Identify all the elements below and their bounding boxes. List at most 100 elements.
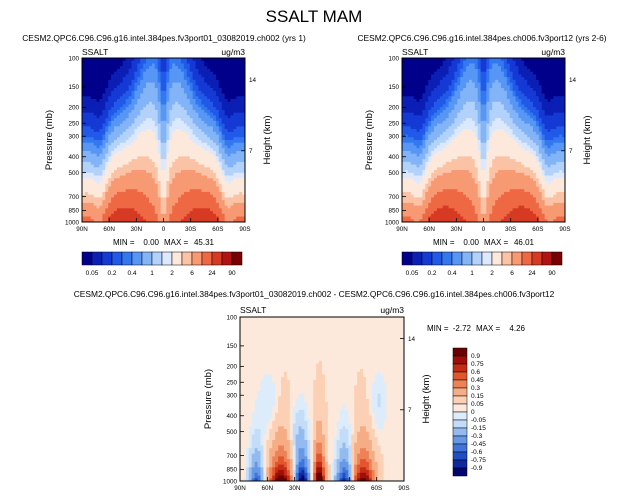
- contour-cell: [116, 123, 121, 127]
- contour-cell: [227, 161, 231, 165]
- contour-cell: [116, 167, 121, 171]
- contour-cell: [195, 159, 199, 163]
- contour-cell: [160, 159, 164, 163]
- contour-cell: [146, 202, 150, 206]
- contour-cell: [146, 148, 150, 152]
- contour-cell: [169, 134, 173, 138]
- contour-cell: [154, 134, 159, 138]
- contour-cell: [125, 74, 129, 78]
- contour-cell: [535, 66, 540, 70]
- contour-cell: [239, 216, 243, 220]
- contour-cell: [151, 79, 156, 83]
- contour-cell: [169, 159, 173, 163]
- contour-cell: [166, 156, 170, 160]
- contour-cell: [454, 126, 458, 130]
- contour-cell: [87, 74, 92, 78]
- contour-cell: [212, 104, 217, 108]
- contour-cell: [503, 88, 508, 92]
- contour-cell: [410, 58, 415, 62]
- contour-cell: [402, 126, 406, 130]
- contour-cell: [102, 181, 106, 185]
- contour-cell: [483, 109, 487, 114]
- contour-cell: [404, 66, 409, 70]
- contour-cell: [492, 99, 496, 103]
- contour-cell: [82, 156, 86, 160]
- contour-cell: [90, 170, 95, 174]
- contour-cell: [183, 118, 188, 122]
- contour-cell: [466, 120, 470, 124]
- contour-cell: [544, 93, 548, 97]
- contour-cell: [422, 74, 426, 78]
- contour-cell: [108, 68, 112, 73]
- contour-cell: [434, 82, 438, 86]
- contour-cell: [105, 85, 109, 89]
- contour-cell: [157, 66, 161, 70]
- contour-cell: [143, 161, 147, 165]
- contour-cell: [442, 101, 447, 105]
- contour-cell: [84, 205, 89, 209]
- contour-cell: [192, 107, 196, 111]
- contour-cell: [90, 148, 95, 152]
- contour-cell: [410, 115, 415, 119]
- contour-cell: [102, 183, 106, 187]
- contour-cell: [111, 181, 115, 185]
- contour-cell: [146, 175, 150, 179]
- contour-cell: [230, 153, 234, 157]
- panel-top-left: CESM2.QPC6.C96.C96.g16.intel.384pes.fv3p…: [22, 33, 306, 277]
- contour-cell: [195, 82, 199, 86]
- contour-cell: [207, 140, 211, 144]
- contour-cell: [556, 96, 560, 100]
- contour-cell: [436, 115, 441, 119]
- contour-cell: [457, 90, 461, 94]
- contour-cell: [207, 82, 211, 86]
- contour-cell: [224, 123, 228, 127]
- contour-cell: [221, 175, 226, 179]
- contour-cell: [210, 164, 214, 168]
- contour-cell: [160, 68, 164, 73]
- contour-cell: [96, 129, 100, 133]
- contour-cell: [442, 63, 447, 67]
- contour-cell: [172, 164, 176, 168]
- contour-cell: [84, 129, 89, 133]
- contour-cell: [212, 216, 217, 220]
- contour-cell: [498, 82, 502, 86]
- contour-cell: [90, 197, 95, 201]
- contour-cell: [125, 82, 129, 86]
- contour-cell: [140, 77, 144, 81]
- contour-cell: [413, 90, 417, 94]
- contour-cell: [192, 213, 196, 217]
- contour-cell: [178, 118, 182, 122]
- contour-cell: [210, 77, 214, 81]
- contour-cell: [189, 115, 194, 119]
- contour-cell: [146, 68, 150, 73]
- contour-cell: [439, 129, 444, 133]
- contour-cell: [434, 112, 438, 116]
- contour-cell: [474, 71, 479, 75]
- contour-cell: [175, 194, 179, 198]
- contour-cell: [96, 137, 100, 141]
- contour-cell: [183, 79, 188, 83]
- contour-cell: [480, 68, 484, 73]
- contour-cell: [457, 99, 461, 103]
- contour-cell: [201, 115, 205, 119]
- contour-cell: [96, 131, 100, 135]
- contour-cell: [102, 205, 106, 209]
- contour-cell: [527, 120, 531, 124]
- contour-cell: [448, 126, 452, 130]
- contour-cell: [93, 178, 97, 182]
- contour-cell: [515, 109, 519, 114]
- contour-cell: [471, 58, 476, 62]
- contour-cell: [154, 194, 159, 198]
- contour-cell: [215, 208, 220, 212]
- contour-cell: [451, 79, 455, 83]
- contour-cell: [221, 74, 226, 78]
- contour-cell: [172, 181, 176, 185]
- contour-cell: [198, 150, 202, 155]
- contour-cell: [148, 126, 153, 130]
- contour-cell: [128, 213, 132, 217]
- contour-cell: [134, 74, 138, 78]
- contour-cell: [131, 178, 135, 182]
- contour-cell: [547, 88, 551, 92]
- contour-cell: [457, 118, 461, 122]
- contour-cell: [131, 129, 135, 133]
